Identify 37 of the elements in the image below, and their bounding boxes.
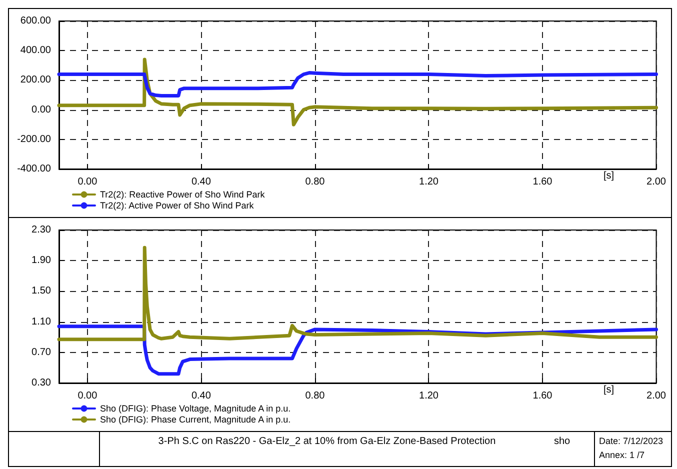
x-tick-label: 2.00 [646,176,666,188]
y-tick-label: 1.50 [32,286,52,297]
x-tick-label: 1.20 [419,390,439,402]
y-tick-label: 0.00 [32,104,52,116]
y-tick-label: 0.30 [32,378,52,388]
y-tick-label: 200.00 [20,74,52,86]
x-tick-label: 1.60 [532,390,553,402]
y-tick-label: 600.00 [20,16,52,26]
line-series [57,71,658,98]
line-series [57,246,658,342]
text: Annex: 1 /7 [599,450,646,460]
x-tick-label: 1.20 [419,176,439,188]
x-tick-label: 0.40 [191,176,212,188]
y-tick-label: 1.10 [32,316,52,328]
legend-label: Tr2(2): Reactive Power of Sho Wind Park [100,190,266,200]
x-axis-title: [s] [603,384,614,396]
y-tick-label: 0.70 [32,346,52,358]
x-tick-label: 0.40 [191,390,212,402]
legend-label: Sho (DFIG): Phase Current, Magnitude A in p.u. [100,414,291,424]
x-tick-label: 0.00 [78,390,98,402]
y-tick-label: -200.00 [17,134,52,145]
x-tick-label: 1.60 [532,176,553,188]
y-tick-label: -400.00 [17,164,52,174]
text: Date: 7/12/2023 [599,436,664,446]
x-axis-title: [s] [603,170,614,182]
y-tick-label: 2.30 [32,224,52,236]
y-tick-label: 400.00 [20,45,52,56]
line-series [57,58,658,126]
x-tick-label: 0.80 [305,390,326,402]
x-tick-label: 2.00 [646,390,666,402]
x-tick-label: 0.80 [305,176,326,188]
legend-label: Tr2(2): Active Power of Sho Wind Park [100,200,254,210]
y-tick-label: 1.90 [32,255,52,266]
legend-label: Sho (DFIG): Phase Voltage, Magnitude A in p.u. [100,404,291,414]
text: sho [554,435,572,449]
text: 3-Ph S.C on Ras220 - Ga-Elz_2 at 10% from Ga-Elz Zone-Based Protection [157,435,497,449]
x-tick-label: 0.00 [78,176,98,188]
